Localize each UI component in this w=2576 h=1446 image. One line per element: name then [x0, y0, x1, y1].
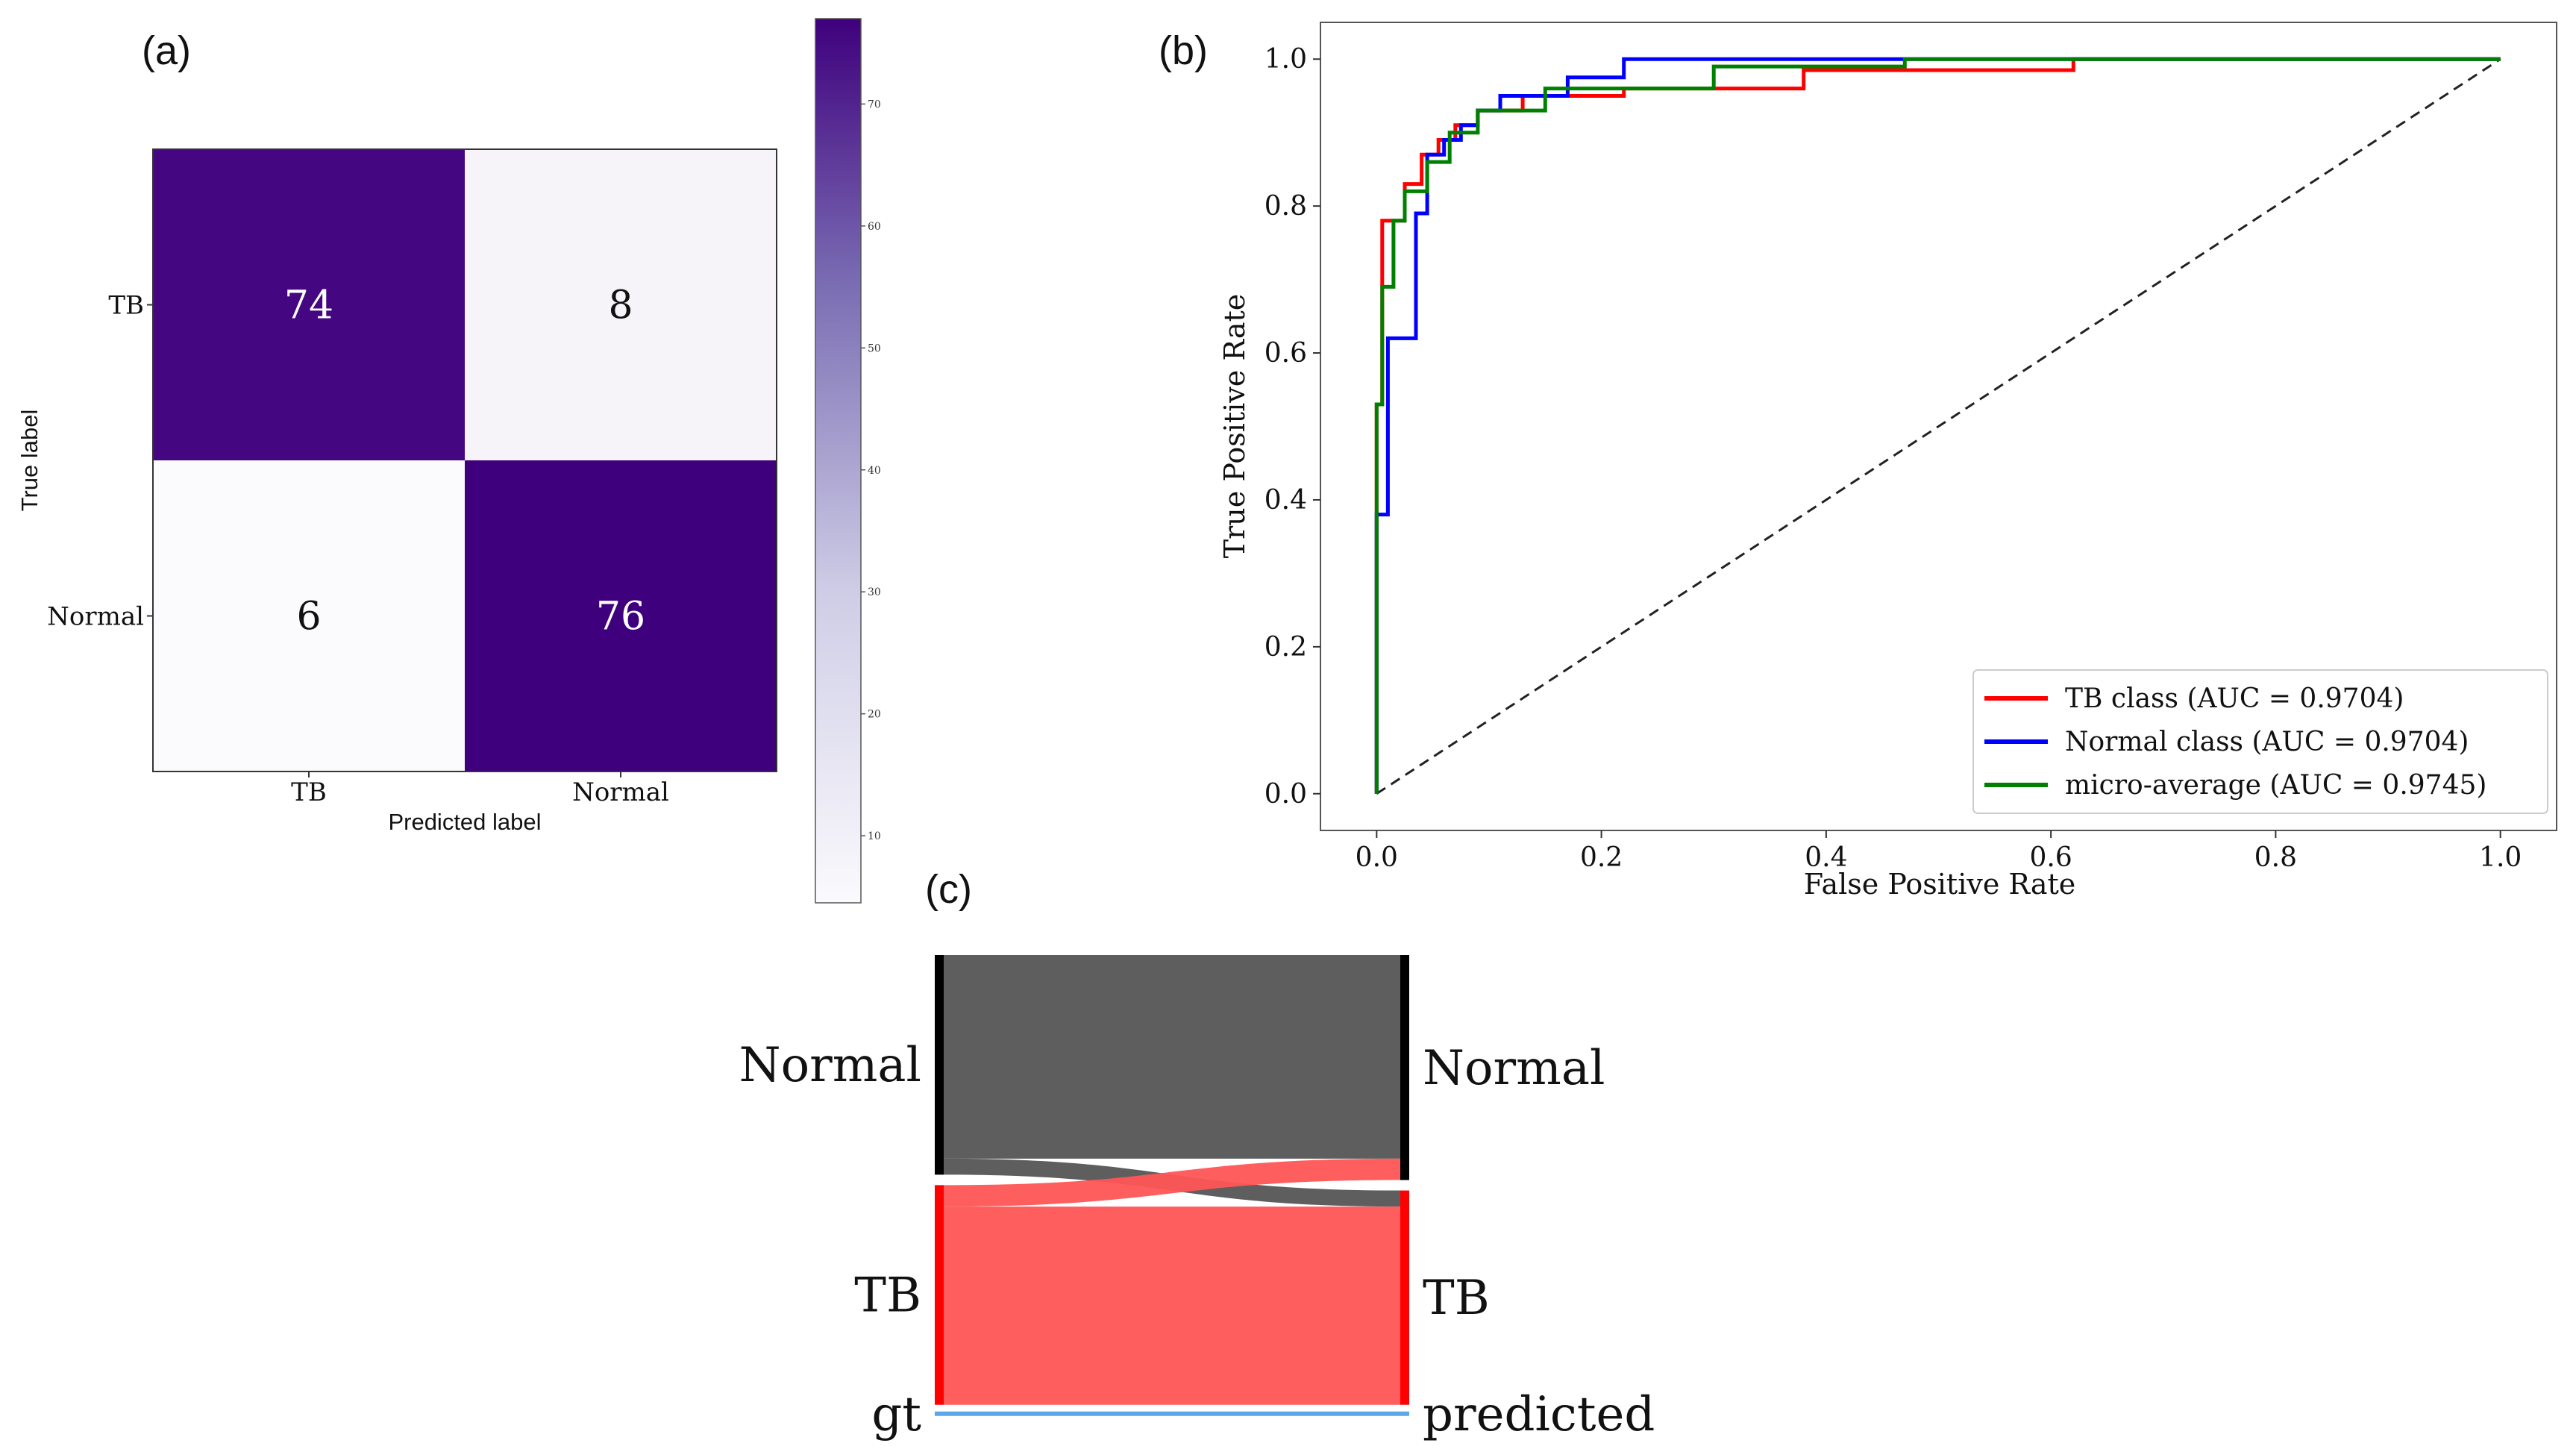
roc-ylabel: True Positive Rate	[1218, 294, 1251, 558]
roc-y-tick-label: 0.6	[1265, 338, 1307, 369]
roc-y-tick-label: 1.0	[1265, 44, 1307, 75]
sankey-right-node-label: TB	[1423, 1271, 1490, 1326]
cm-cell	[153, 460, 465, 771]
cm-cell-value: 6	[296, 595, 321, 639]
roc-ticks: 0.0 0.2 0.4 0.6 0.8 1.0 0.0 0.2 0.4 0.6 0.8 1.0	[1265, 44, 2522, 873]
roc-legend-items: TB class (AUC = 0.9704) Normal class (AUC…	[1984, 683, 2486, 801]
cm-cell	[465, 460, 777, 771]
roc-y-tick-label: 0.4	[1265, 485, 1307, 516]
roc-x-tick-label: 0.8	[2254, 842, 2297, 873]
cm-row-label: TB	[108, 291, 144, 321]
sankey-right-axis-label: predicted	[1423, 1387, 1655, 1442]
cm-cell	[465, 149, 777, 460]
panel-b: (b) 0.0 0.2 0.4 0.6 0.8 1.0 0.0 0.2 0.4 0.6 0.8 1.0…	[1159, 22, 2557, 901]
roc-legend-label: Normal class (AUC = 0.9704)	[2065, 727, 2469, 757]
sankey-flow	[944, 1158, 1400, 1207]
roc-x-tick-label: 0.2	[1580, 842, 1623, 873]
colorbar-tick-label: 20	[868, 709, 881, 721]
roc-curves	[1374, 57, 2501, 795]
sankey-left-node-label: TB	[854, 1268, 921, 1324]
panel-b-label: (b)	[1159, 28, 1208, 73]
colorbar-tick-label: 10	[868, 830, 881, 842]
roc-curve	[1374, 57, 2501, 794]
sankey-node-left	[935, 955, 944, 1175]
roc-y-tick-label: 0.2	[1265, 632, 1307, 663]
sankey-node-left	[935, 1185, 944, 1405]
roc-x-tick-label: 0.0	[1356, 842, 1398, 873]
sankey-left-axis-label: gt	[871, 1387, 921, 1442]
colorbar-tick-label: 30	[868, 586, 881, 598]
sankey-node-right	[1400, 1190, 1409, 1405]
sankey-left-node-label: Normal	[739, 1038, 921, 1093]
sankey-flow	[944, 1206, 1400, 1405]
cm-cell-value: 8	[608, 284, 633, 328]
panel-c-label: (c)	[925, 867, 972, 912]
panel-a: (a) 74 8 6 76 TB Normal TB Normal Predicted l…	[16, 18, 881, 904]
roc-x-tick-label: 0.4	[1805, 842, 1847, 873]
panel-a-label: (a)	[142, 28, 191, 73]
colorbar-tick-label: 60	[868, 221, 881, 233]
cm-row-label: Normal	[47, 602, 144, 632]
cm-col-label: TB	[291, 777, 327, 807]
roc-y-tick-label: 0.8	[1265, 191, 1307, 222]
sankey-right-node-label: Normal	[1423, 1041, 1605, 1096]
roc-x-tick-label: 0.6	[2030, 842, 2072, 873]
confusion-matrix-frame	[152, 148, 777, 772]
confusion-matrix: 74 8 6 76	[153, 149, 777, 771]
cm-cell-value: 76	[596, 595, 645, 639]
colorbar-tick-label: 40	[868, 465, 881, 477]
colorbar-tick-label: 50	[868, 342, 881, 354]
confusion-col-labels: TB Normal	[291, 771, 669, 807]
colorbar-tick-label: 70	[868, 98, 881, 110]
roc-chance-line	[1376, 57, 2501, 795]
roc-xlabel: False Positive Rate	[1804, 868, 2076, 901]
roc-legend-label: micro-average (AUC = 0.9745)	[2065, 770, 2486, 801]
cm-cell-value: 74	[284, 284, 333, 328]
confusion-row-labels: TB Normal	[47, 291, 153, 632]
roc-legend	[1972, 669, 2548, 814]
sankey-flow	[944, 955, 1400, 1159]
roc-curve	[1374, 57, 2501, 794]
cm-ylabel: True label	[16, 410, 43, 512]
sankey-node-right	[1400, 955, 1409, 1180]
roc-legend-label: TB class (AUC = 0.9704)	[2065, 683, 2404, 714]
cm-cell	[153, 149, 465, 460]
cm-col-label: Normal	[572, 777, 669, 807]
roc-y-tick-label: 0.0	[1265, 779, 1307, 810]
sankey-diagram: Normal Normal TB TB gt predicted	[739, 955, 1655, 1442]
cm-xlabel: Predicted label	[388, 809, 541, 835]
colorbar	[815, 18, 862, 904]
panel-c: (c) Normal Normal TB TB gt predicted	[739, 867, 1655, 1442]
colorbar-ticks: 10 20 30 40 50 60 70	[861, 98, 881, 842]
roc-x-tick-label: 1.0	[2479, 842, 2522, 873]
